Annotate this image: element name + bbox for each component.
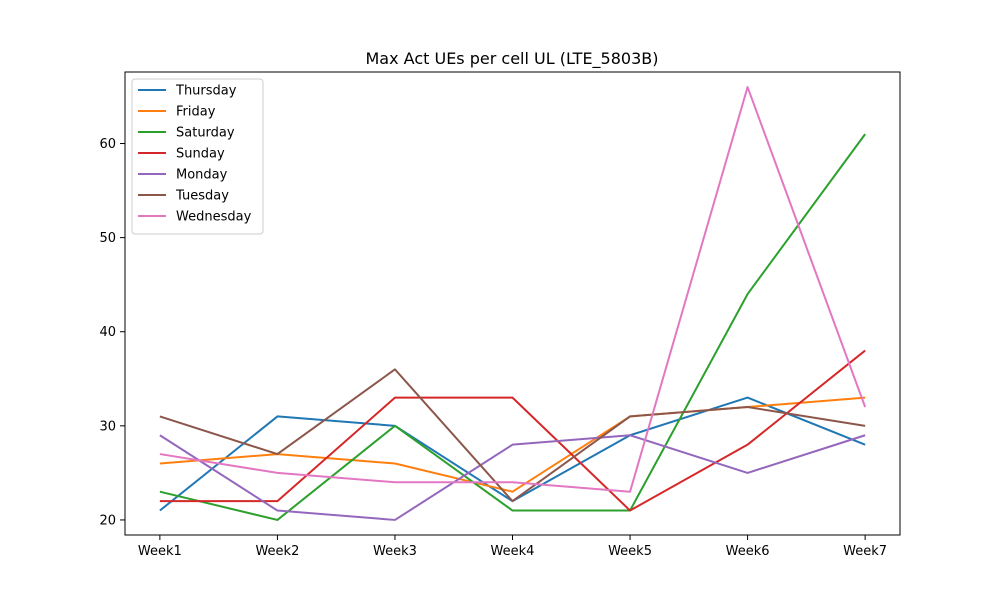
y-tick-label: 30 (99, 419, 116, 434)
y-tick-label: 40 (99, 325, 116, 340)
x-tick-label: Week5 (608, 544, 652, 559)
x-tick-label: Week6 (726, 544, 770, 559)
x-tick-label: Week4 (491, 544, 535, 559)
legend-label-tuesday: Tuesday (175, 189, 229, 204)
y-tick-label: 50 (99, 231, 116, 246)
series-line-wednesday (159, 86, 867, 493)
series-line-monday (159, 434, 866, 521)
legend-label-sunday: Sunday (176, 147, 225, 162)
series-line-tuesday (159, 368, 866, 503)
legend-label-friday: Friday (176, 105, 216, 120)
legend-label-thursday: Thursday (175, 84, 237, 99)
y-tick-label: 20 (99, 513, 116, 528)
legend-label-saturday: Saturday (176, 126, 235, 141)
x-tick-label: Week1 (138, 544, 182, 559)
series-line-sunday (159, 349, 866, 512)
x-tick-label: Week7 (843, 544, 887, 559)
chart-title: Max Act UEs per cell UL (LTE_5803B) (366, 49, 659, 69)
series-line-saturday (159, 133, 866, 521)
y-tick-label: 60 (99, 137, 116, 152)
legend-label-monday: Monday (176, 168, 228, 183)
x-tick-label: Week2 (255, 544, 299, 559)
x-tick-label: Week3 (373, 544, 417, 559)
legend-label-wednesday: Wednesday (176, 210, 252, 225)
